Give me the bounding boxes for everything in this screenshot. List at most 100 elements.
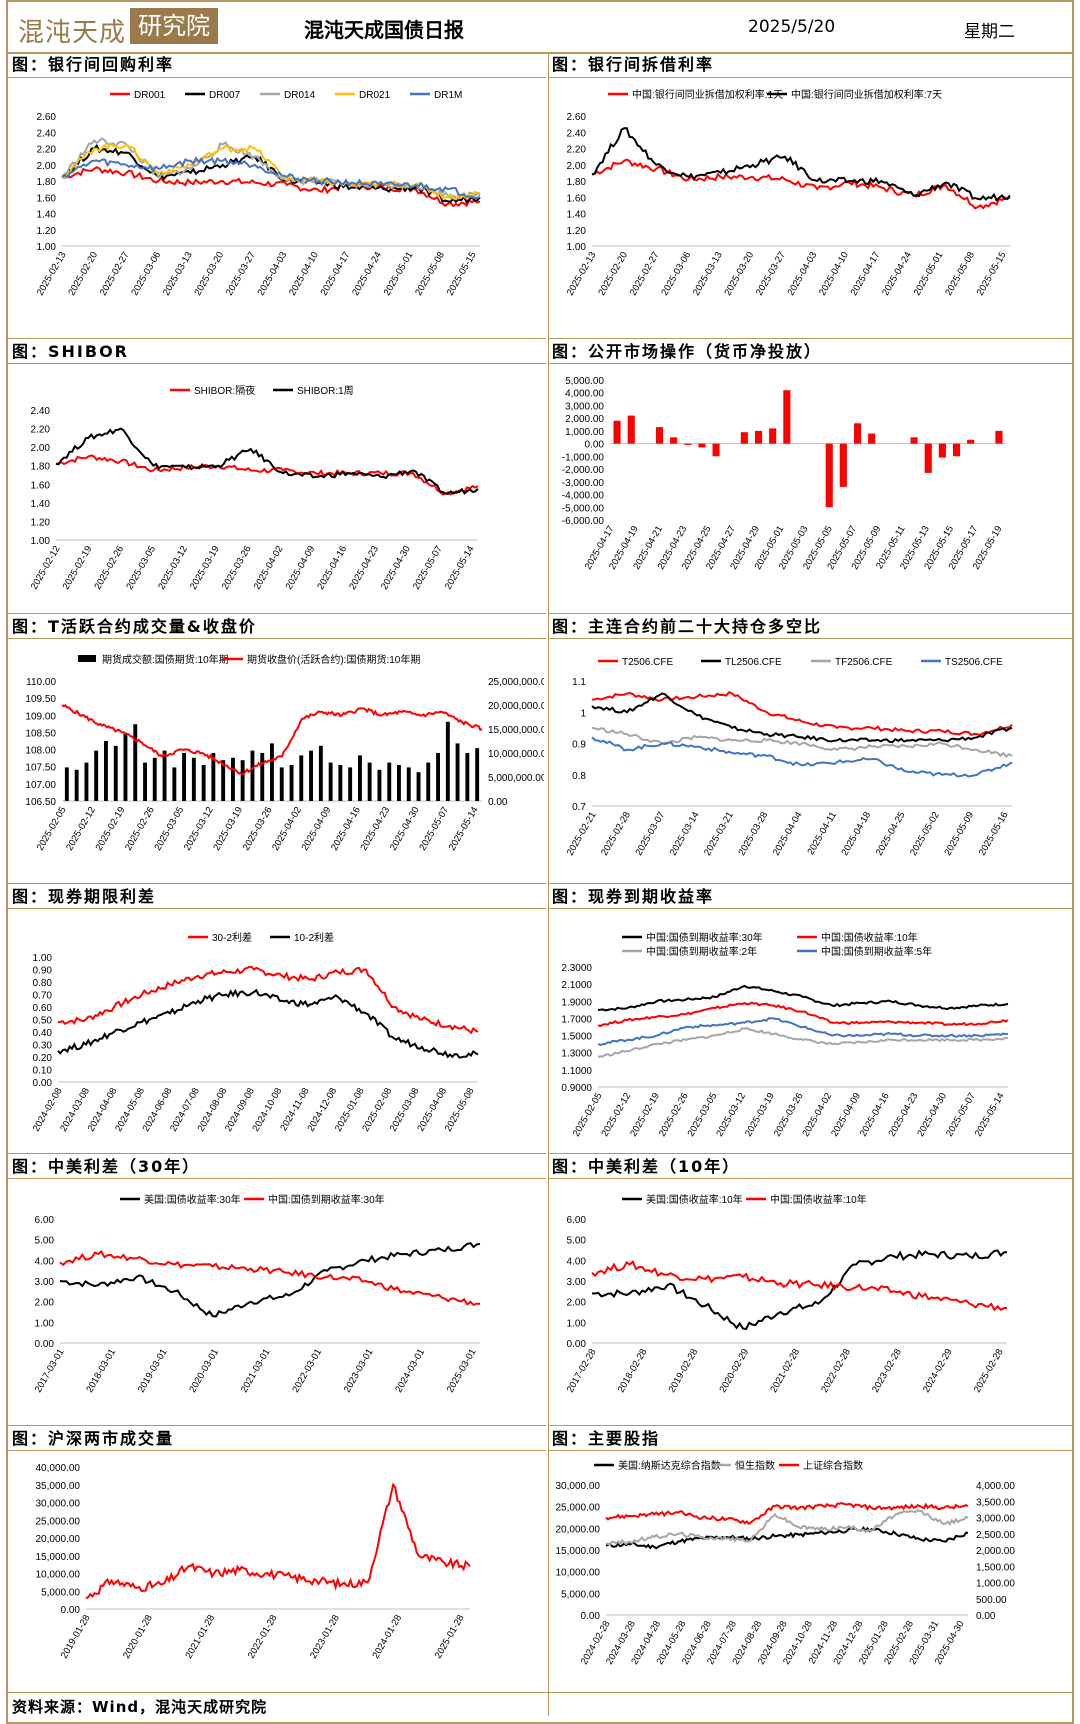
x-tick-label: 2025-03-21 [702, 810, 736, 858]
legend-label: 中国:国债到期收益率:30年 [268, 1193, 385, 1206]
section-title: 图：沪深两市成交量 [8, 1425, 546, 1451]
x-tick-label: 2018-02-28 [616, 1347, 650, 1395]
x-tick-label: 2025-04-03 [256, 250, 290, 298]
x-tick-label: 2025-05-02 [908, 810, 942, 858]
bar [670, 437, 678, 444]
bar [627, 415, 635, 444]
bar [240, 760, 245, 801]
bar [133, 724, 138, 801]
series-line [591, 1249, 1008, 1331]
chart-turnover: 40,000.00 35,000.00 30,000.00 25,000.00 20,0… [36, 1463, 471, 1661]
x-tick-label: 2025-04-10 [817, 250, 851, 298]
bar [755, 430, 763, 444]
y-tick-label: -3,000.00 [562, 478, 605, 489]
x-tick-label: 2025-04-16 [315, 544, 349, 592]
chart-t-futures: 期货成交额:国债期货:10年期 期货收盘价(活跃合约):国债期货:10年期 110.… [25, 653, 544, 853]
bar [143, 762, 147, 801]
legend-label: 10-2利差 [294, 931, 334, 944]
legend-label: TF2506.CFE [835, 657, 893, 668]
y-tick-label: 2.20 [31, 425, 51, 436]
bar [328, 762, 333, 801]
series-line [597, 984, 1009, 1012]
x-tick-label: 2025-02-13 [35, 250, 69, 298]
y-tick-label: 1.7000 [561, 1014, 592, 1025]
y-tick-label: -5,000.00 [562, 503, 605, 514]
company-logo: 混沌天成 研究院 [12, 6, 218, 48]
y-tick-label: 15,000,000.00 [488, 725, 544, 736]
series-line [59, 1242, 481, 1318]
x-tick-label: 2025-02-12 [29, 544, 63, 592]
y-tick-label: 1.40 [567, 210, 587, 221]
y-tick-label: 4.00 [35, 1256, 55, 1267]
y-tick-label: 0.00 [33, 1078, 53, 1089]
y-tick-label: 25,000,000.00 [488, 677, 544, 688]
bar [84, 762, 89, 801]
y-tick-label: -2,000.00 [562, 465, 605, 476]
y-tick-label: 5,000.00 [565, 376, 604, 387]
bar [123, 733, 128, 801]
legend-label: DR007 [209, 90, 241, 101]
y-tick-label: 1.00 [37, 242, 57, 253]
legend-label: 30-2利差 [212, 931, 252, 944]
x-tick-label: 2025-03-20 [192, 250, 226, 298]
y-tick-label: 2.60 [37, 112, 57, 123]
series-line [55, 427, 479, 495]
bar [910, 437, 918, 444]
x-tick-label: 2025-04-10 [287, 250, 321, 298]
y-tick-label: 6.00 [567, 1215, 587, 1226]
legend-label: TS2506.CFE [945, 657, 1003, 668]
chart-shibor: SHIBOR:隔夜 SHIBOR:1周 2.40 2.20 2.00 1.80 1.60 1.… [29, 384, 479, 592]
x-tick-label: 2019-01-28 [59, 1613, 93, 1661]
y-tick-label: 1.00 [33, 953, 53, 964]
series-line [591, 690, 1013, 737]
y-tick-label: 15,000.00 [36, 1552, 81, 1563]
bar [113, 745, 118, 801]
y-tick-label: -4,000.00 [562, 491, 605, 502]
y-tick-label: 1.20 [37, 226, 57, 237]
x-tick-label: 2025-04-24 [350, 250, 384, 298]
x-tick-label: 2025-04-09 [284, 544, 318, 592]
series-line [597, 1026, 1009, 1058]
chart-cn-us-30y: 美国:国债收益率:30年 中国:国债到期收益率:30年 6.00 5.00 4.00 3.… [33, 1193, 481, 1395]
series-line [55, 454, 479, 496]
y-tick-label: 2.3000 [561, 963, 592, 974]
chart-position-ratio: T2506.CFE TL2506.CFE TF2506.CFE TS2506.CFE 1… [565, 657, 1013, 858]
x-tick-label: 2025-05-14 [447, 805, 481, 853]
y-tick-label: 1.40 [37, 210, 57, 221]
y-tick-label: 2.20 [37, 145, 57, 156]
bar [938, 443, 946, 458]
x-tick-label: 2025-03-26 [220, 544, 254, 592]
x-tick-label: 2025-04-09 [300, 805, 334, 853]
x-tick-label: 2024-01-28 [370, 1613, 404, 1661]
x-tick-label: 2025-04-23 [358, 805, 392, 853]
x-tick-label: 2025-02-28 [599, 810, 633, 858]
section-title: 图：T活跃合约成交量&收盘价 [8, 613, 546, 639]
series-line [61, 156, 481, 200]
bar [397, 765, 401, 801]
y-tick-label: 4,000.00 [565, 389, 604, 400]
bar [299, 755, 304, 801]
bar [712, 443, 720, 457]
legend-label: 美国:国债收益率:30年 [144, 1193, 241, 1206]
x-tick-label: 2025-05-08 [413, 250, 447, 298]
x-tick-label: 2025-05-14 [443, 544, 477, 592]
x-tick-label: 2021-03-01 [239, 1347, 273, 1395]
bar [162, 750, 167, 801]
chart-interbank-lending: 中国:银行间同业拆借加权利率:1天 中国:银行间同业拆借加权利率:7天 2.60 2.… [565, 88, 1011, 298]
y-tick-label: 2.00 [35, 1298, 55, 1309]
y-tick-label: 10,000.00 [36, 1570, 81, 1581]
x-tick-label: 2025-04-30 [379, 544, 413, 592]
y-tick-label: 2.40 [31, 406, 51, 417]
bar [436, 753, 440, 801]
chart-open-market: 5,000.00 4,000.003,000.00 2,000.00 1,000.00… [562, 376, 1006, 572]
x-tick-label: 2022-01-28 [246, 1613, 280, 1661]
y-tick-label: 2,000.00 [976, 1546, 1015, 1557]
y-tick-label: 0.8 [572, 771, 586, 782]
y-tick-label: 5.00 [35, 1236, 55, 1247]
section-title: 图：银行间拆借利率 [548, 52, 1074, 78]
x-tick-label: 2025-04-30 [388, 805, 422, 853]
y-tick-label: 0.20 [33, 1053, 53, 1064]
legend-label: DR021 [359, 90, 391, 101]
y-tick-label: 2,000.00 [565, 414, 604, 425]
x-tick-label: 2025-03-26 [241, 805, 275, 853]
